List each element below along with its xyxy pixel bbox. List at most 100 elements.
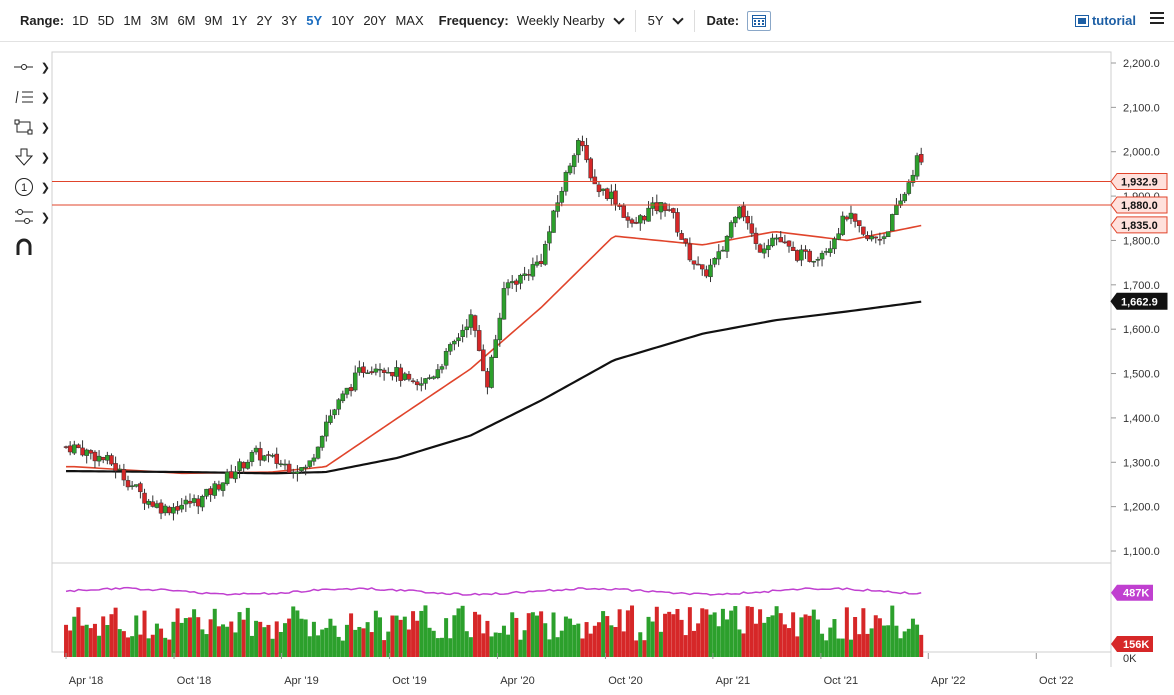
calendar-button[interactable] <box>747 10 772 31</box>
candle-body <box>303 466 308 469</box>
candle-body <box>216 484 222 490</box>
indicator-list-tool[interactable]: ❯ <box>0 82 50 112</box>
volume-bar <box>691 630 696 657</box>
volume-bar <box>596 622 601 657</box>
volume-bar <box>894 625 899 657</box>
price-chart[interactable]: 2,200.02,100.02,000.01,900.01,800.01,700… <box>0 42 1174 695</box>
range-button-3m[interactable]: 3M <box>150 13 169 28</box>
range-button-10y[interactable]: 10Y <box>331 13 355 28</box>
range-button-9m[interactable]: 9M <box>204 13 223 28</box>
calendar-icon <box>752 15 767 27</box>
candle-body <box>873 236 879 239</box>
candle-body <box>567 165 573 174</box>
volume-bar <box>634 640 639 657</box>
arrow-down-tool[interactable]: ❯ <box>0 142 50 172</box>
candle-body <box>96 455 102 462</box>
volume-bar <box>299 618 304 657</box>
candle-body <box>518 274 523 284</box>
film-icon <box>1074 14 1089 27</box>
volume-bar <box>753 623 758 657</box>
y-tick-label: 1,100.0 <box>1123 546 1160 558</box>
volume-bar <box>183 618 188 657</box>
tutorial-link[interactable]: tutorial <box>1074 13 1136 28</box>
volume-bar <box>795 636 800 657</box>
volume-bar <box>749 606 754 657</box>
chevron-right-icon: ❯ <box>40 61 50 74</box>
volume-bar <box>510 612 515 657</box>
volume-bar <box>737 629 742 657</box>
y-tick-label: 2,200.0 <box>1123 58 1160 70</box>
volume-bar <box>613 627 618 657</box>
volume-bar <box>539 611 544 657</box>
volume-bar <box>216 626 221 657</box>
range-button-6m[interactable]: 6M <box>177 13 196 28</box>
volume-bar <box>332 625 337 657</box>
candle-body <box>257 448 263 461</box>
range-button-5d[interactable]: 5D <box>97 13 115 28</box>
candle-body <box>431 376 436 379</box>
volume-bar <box>568 618 573 657</box>
settings-sliders-tool[interactable]: ❯ <box>0 202 50 232</box>
price-tag: 1,932.9 <box>1110 172 1168 190</box>
candle-body <box>881 236 887 239</box>
volume-bar <box>340 640 345 657</box>
volume-bar <box>543 623 548 657</box>
range-button-2y[interactable]: 2Y <box>256 13 273 28</box>
candle-body <box>109 455 114 465</box>
candle-body <box>621 205 627 218</box>
range-button-5y[interactable]: 5Y <box>306 13 323 28</box>
candle-body <box>365 372 370 375</box>
volume-bar <box>192 609 197 657</box>
candle-body <box>555 202 560 212</box>
candle-body <box>885 231 891 238</box>
range-button-1d[interactable]: 1D <box>72 13 89 28</box>
range-button-max[interactable]: MAX <box>395 13 424 28</box>
volume-bar <box>869 628 874 657</box>
volume-bar <box>787 628 792 657</box>
chevron-right-icon: ❯ <box>40 151 50 164</box>
range-button-3y[interactable]: 3Y <box>281 13 298 28</box>
volume-bar <box>617 609 622 657</box>
volume-bar <box>167 639 172 657</box>
period-dropdown[interactable]: 5Y <box>648 12 684 28</box>
candle-body <box>274 453 279 464</box>
x-tick-label: Apr '19 <box>284 675 319 687</box>
volume-bar <box>762 622 767 657</box>
range-label: Range: <box>20 13 65 28</box>
candle-body <box>439 366 445 370</box>
candle-body <box>778 237 783 243</box>
candle-body <box>427 377 432 379</box>
volume-bar <box>84 624 89 657</box>
volume-bar <box>398 619 403 657</box>
range-button-1y[interactable]: 1Y <box>231 13 248 28</box>
volume-bar <box>820 633 825 657</box>
volume-bar <box>770 615 775 657</box>
volume-bar <box>890 605 895 657</box>
range-button-1m[interactable]: 1M <box>123 13 142 28</box>
volume-bar <box>245 607 250 657</box>
candle-body <box>497 317 503 341</box>
volume-bar <box>452 615 457 657</box>
volume-bar <box>448 638 453 657</box>
frequency-dropdown[interactable]: Weekly Nearby <box>517 12 625 28</box>
volume-bar <box>105 625 110 657</box>
chevron-right-icon: ❯ <box>40 181 50 194</box>
candle-body <box>220 482 226 491</box>
x-tick-label: Apr '22 <box>931 675 966 687</box>
volume-bar <box>456 608 461 657</box>
drawing-rect-tool[interactable]: ❯ <box>0 112 50 142</box>
price-tag: 1,662.9 <box>1110 292 1168 310</box>
candle-body <box>580 141 585 147</box>
candle-body <box>183 499 189 505</box>
volume-bar <box>828 627 833 657</box>
volume-bar <box>832 619 837 657</box>
range-button-20y[interactable]: 20Y <box>363 13 387 28</box>
volume-bar <box>671 614 676 657</box>
crosshair-tool[interactable]: ❯ <box>0 52 50 82</box>
volume-bar <box>630 605 635 657</box>
hamburger-menu-icon[interactable] <box>1150 12 1164 27</box>
number-marker-tool[interactable]: 1 ❯ <box>0 172 50 202</box>
candle-body <box>373 368 379 373</box>
candle-body <box>171 507 176 514</box>
magnet-tool[interactable] <box>0 232 50 262</box>
